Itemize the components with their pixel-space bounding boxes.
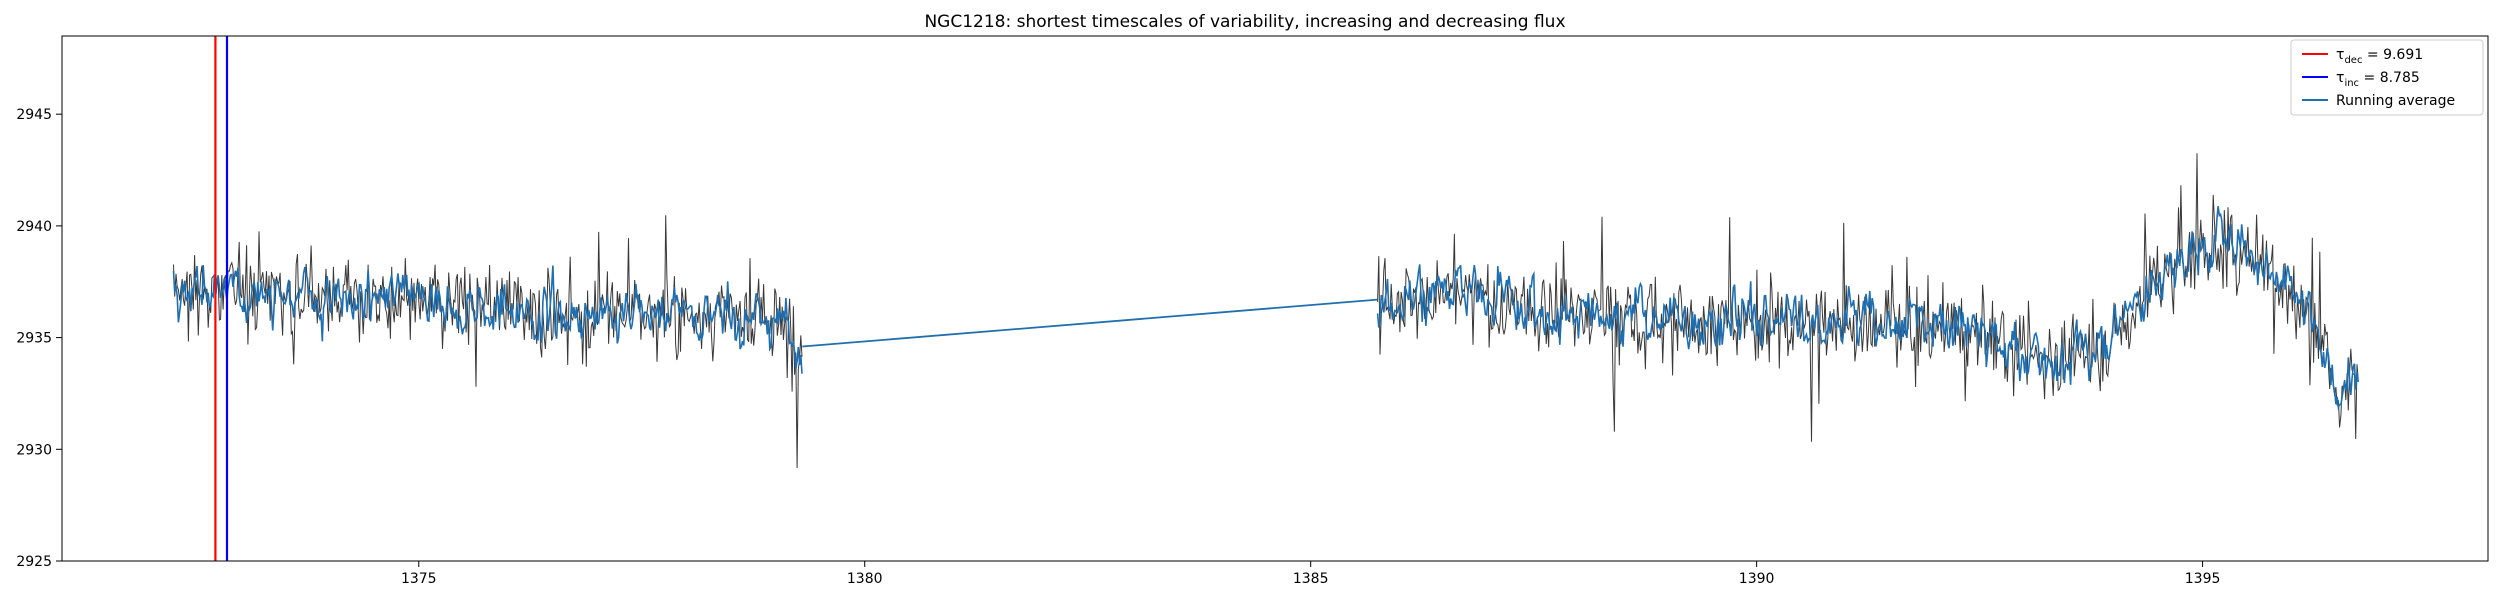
running-average-segment-0 bbox=[172, 265, 803, 374]
legend-label-running-average: Running average bbox=[2336, 93, 2455, 109]
x-tick-label-1395: 1395 bbox=[2185, 571, 2221, 587]
x-axis: 1375 1380 1385 1390 1395 bbox=[401, 561, 2220, 587]
flux-line-segment-1 bbox=[1377, 153, 2359, 442]
x-tick-label-1390: 1390 bbox=[1739, 571, 1775, 587]
legend-box bbox=[2290, 39, 2484, 116]
y-tick-label-2935: 2935 bbox=[16, 331, 52, 347]
legend-label-tau-dec: τdec = 9.691 bbox=[2336, 47, 2423, 66]
x-tick-label-1380: 1380 bbox=[847, 571, 883, 587]
legend: τdec = 9.691 τinc = 8.785 Running averag… bbox=[2290, 39, 2484, 116]
y-axis: 2925 2930 2935 2940 2945 bbox=[16, 107, 62, 570]
plot-frame bbox=[61, 35, 2489, 562]
flux-line-segment-0 bbox=[173, 215, 803, 469]
x-tick-label-1375: 1375 bbox=[401, 571, 437, 587]
timescale-lines bbox=[214, 36, 229, 561]
running-average-segment-1 bbox=[1376, 206, 2359, 411]
legend-label-tau-inc: τinc = 8.785 bbox=[2336, 70, 2420, 89]
y-tick-label-2945: 2945 bbox=[16, 107, 52, 123]
y-tick-label-2940: 2940 bbox=[16, 219, 52, 235]
y-tick-label-2930: 2930 bbox=[16, 442, 52, 458]
chart-title: NGC1218: shortest timescales of variabil… bbox=[924, 12, 1565, 32]
running-average-series bbox=[172, 206, 2359, 411]
running-average-gap-line bbox=[802, 298, 1378, 348]
y-tick-label-2925: 2925 bbox=[16, 554, 52, 570]
x-tick-label-1385: 1385 bbox=[1293, 571, 1329, 587]
